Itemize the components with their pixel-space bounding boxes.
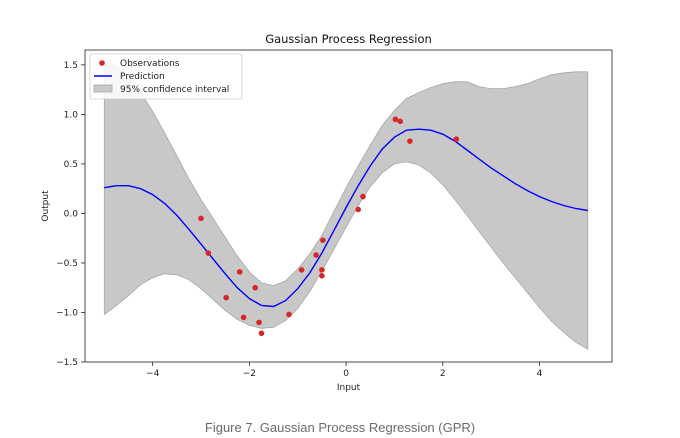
observation-point-5 [240,314,247,321]
legend-interval-marker [93,84,113,93]
chart-title: Gaussian Process Regression [265,32,432,46]
observation-point-9 [286,311,292,318]
legend-observations-marker [99,60,105,66]
gpr-figure: Gaussian Process Regression −4 −2 0 2 4 −1.5… [41,32,613,393]
y-tick-label: −1.0 [56,308,78,318]
x-tick-label: −4 [146,369,160,379]
legend-observations-label: Observations [120,59,180,69]
x-tick-label: 4 [537,369,543,379]
observation-point-10 [298,267,305,273]
observation-point-19 [407,138,413,144]
observation-point-1 [198,215,204,222]
y-axis-ticks: −1.5 −1.0 −0.5 0.0 0.5 1.0 1.5 [56,61,85,368]
figure-caption: Figure 7. Gaussian Process Regression (G… [204,420,476,435]
x-tick-label: 2 [440,369,446,379]
observation-point-6 [252,284,258,291]
observation-point-3 [223,294,229,301]
observation-point-17 [392,116,399,123]
observation-point-8 [258,330,265,337]
observation-point-2 [205,250,212,256]
legend-interval-label: 95% confidence interval [120,85,229,95]
confidence-interval-band [103,60,589,350]
legend-box [89,53,243,100]
plot-area [103,60,589,350]
y-tick-label: −1.5 [56,358,78,368]
y-tick-label: 0.0 [64,209,79,219]
observation-points [198,116,460,337]
observation-point-15 [355,206,361,213]
x-axis-label: Input [337,383,361,393]
observation-point-20 [453,136,460,142]
observation-point-7 [256,319,262,326]
observation-point-4 [236,269,243,275]
observation-point-13 [319,273,325,279]
observation-point-11 [313,252,319,258]
prediction-line [104,128,588,308]
x-tick-label: −2 [243,369,256,379]
legend: Observations Prediction 95% confidence i… [89,53,243,100]
x-axis-ticks: −4 −2 0 2 4 [146,362,543,379]
x-tick-label: 0 [343,369,349,379]
axes-frame [84,49,613,363]
y-tick-label: 1.0 [64,110,79,120]
y-tick-label: 0.5 [64,160,78,170]
observation-point-16 [360,193,366,200]
y-axis-label: Output [41,190,51,222]
observation-point-18 [397,118,404,125]
legend-prediction-label: Prediction [120,72,165,82]
observation-point-12 [319,267,325,273]
y-tick-label: 1.5 [64,61,78,71]
observation-point-14 [320,237,326,243]
y-tick-label: −0.5 [56,259,78,269]
